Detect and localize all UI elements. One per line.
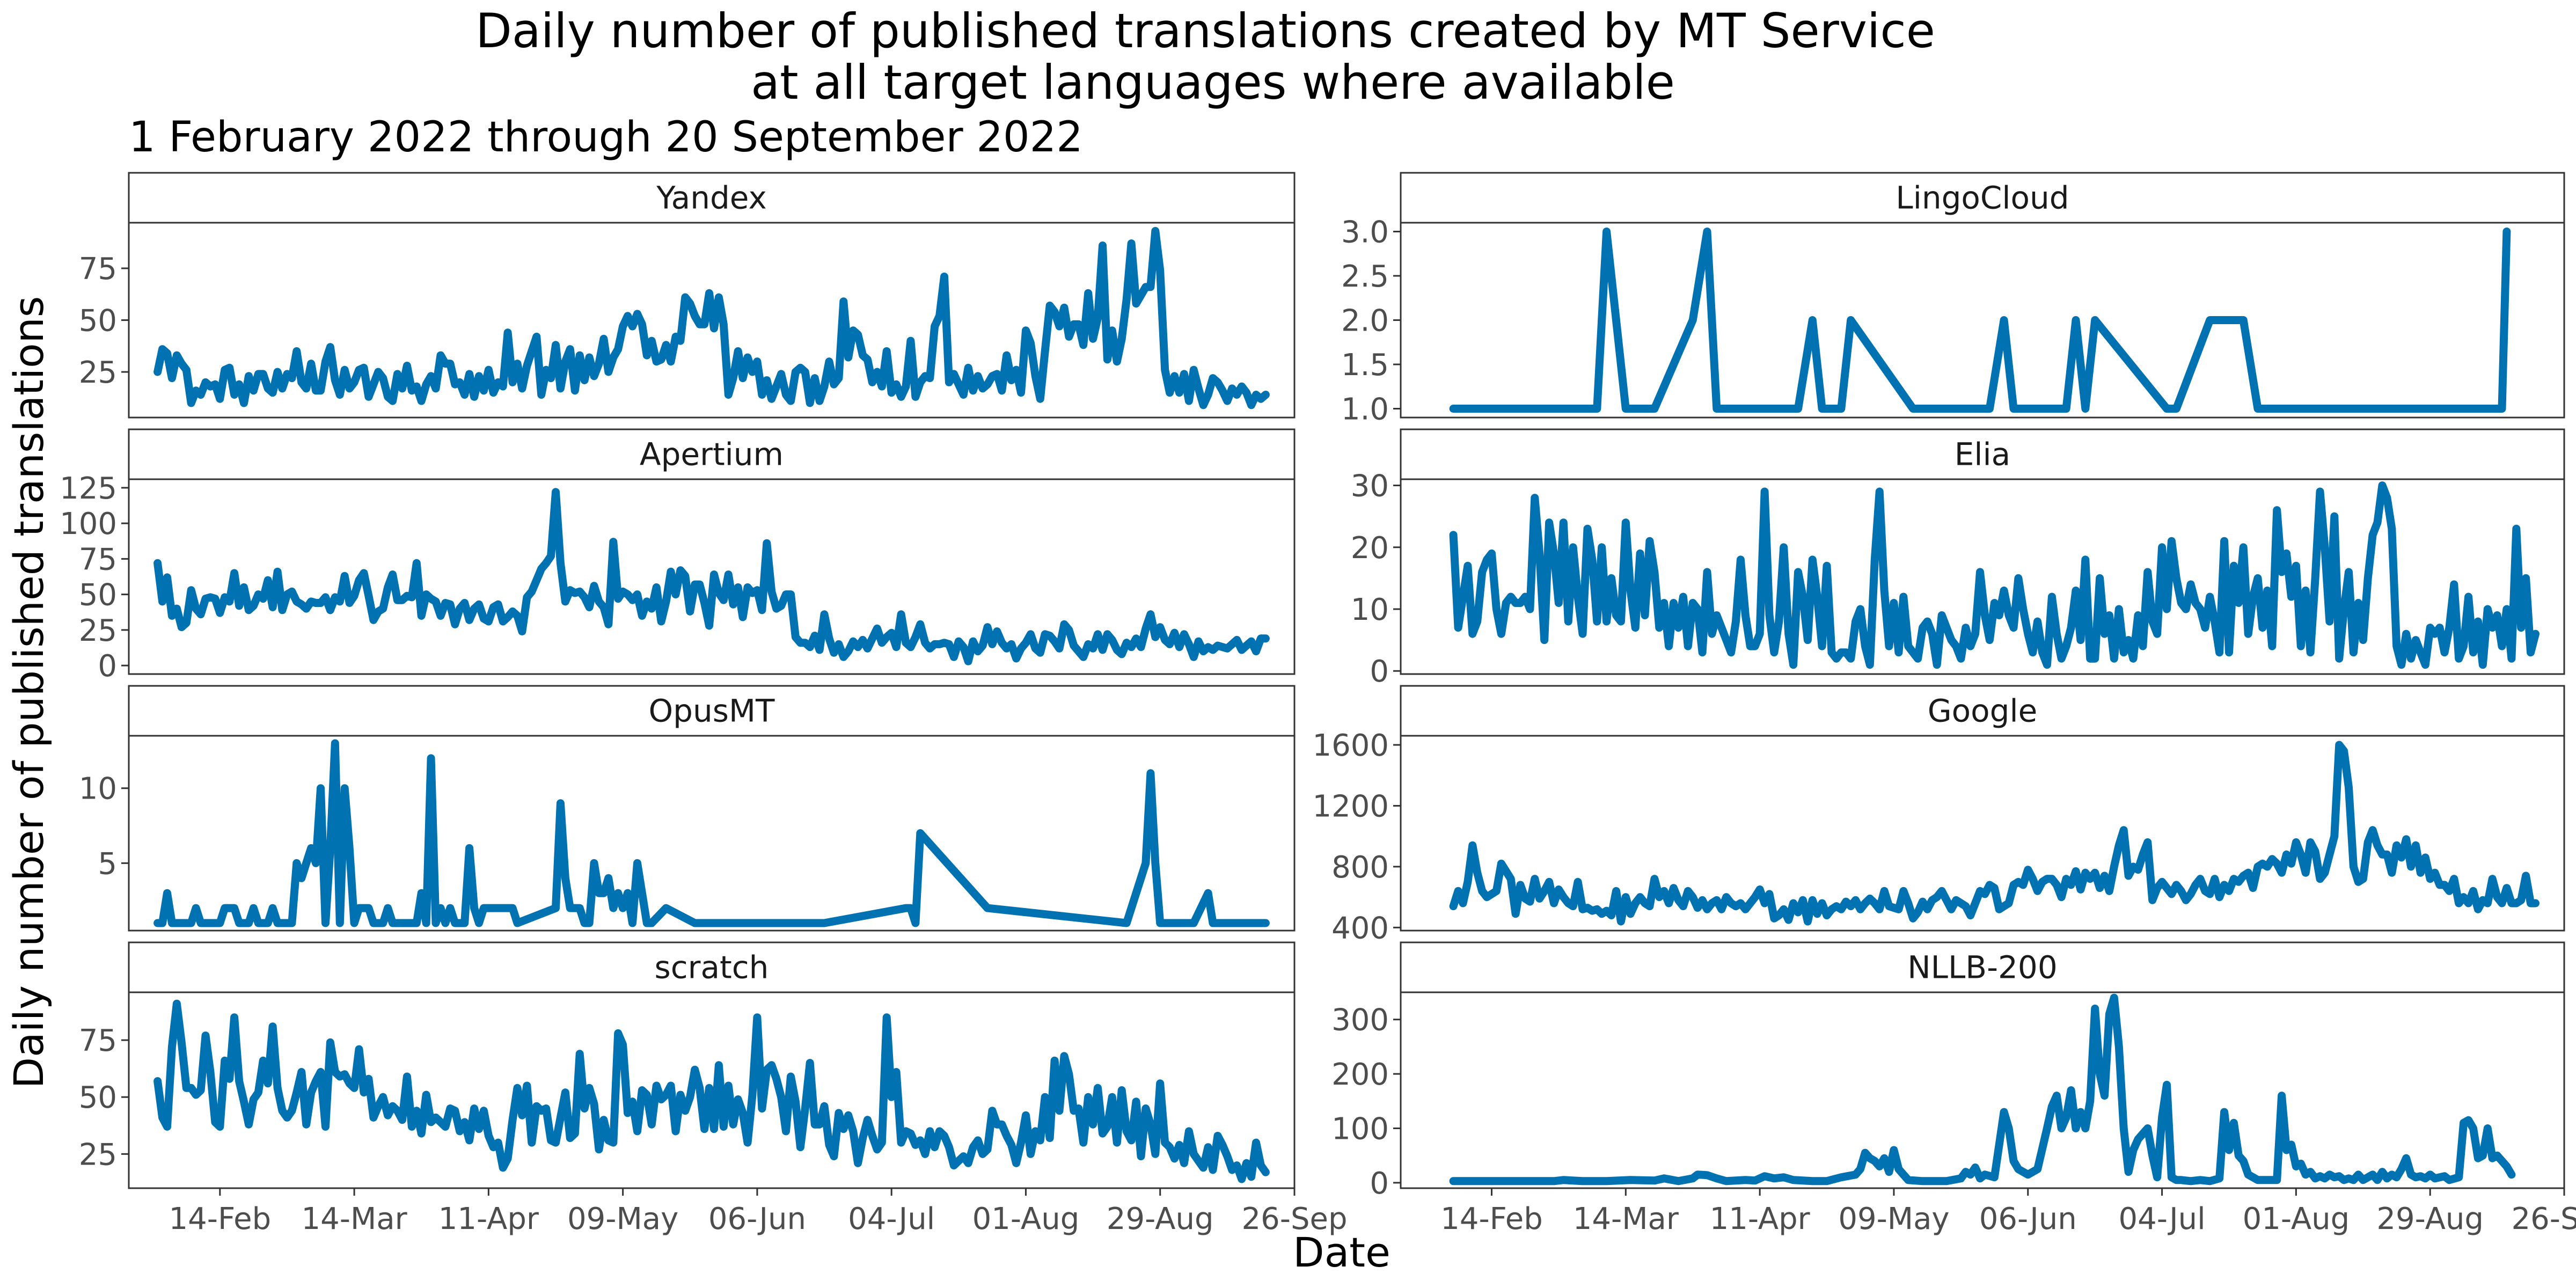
series-line-opusmt xyxy=(153,739,1270,927)
y-tick-label: 800 xyxy=(1331,850,1389,885)
y-tick-label: 0 xyxy=(1370,654,1389,689)
strip-opusmt xyxy=(128,685,1296,737)
y-tick-label: 20 xyxy=(1351,531,1389,566)
facet-panels: Yandex255075LingoCloud1.01.52.02.53.0Ape… xyxy=(60,172,2576,1236)
x-tick-label: 29-Aug xyxy=(2376,1202,2484,1236)
x-tick-label: 29-Aug xyxy=(1107,1202,1214,1236)
series-line-scratch xyxy=(153,999,1270,1183)
series-line-nllb-200 xyxy=(1449,993,2516,1185)
strip-label-scratch: scratch xyxy=(655,949,769,986)
chart-subtitle: 1 February 2022 through 20 September 202… xyxy=(129,113,1083,162)
plot-area-lingocloud xyxy=(1400,222,2565,419)
strip-yandex xyxy=(128,172,1296,224)
panel-opusmt: OpusMT 5 10 xyxy=(79,685,1296,932)
x-tick-label: 14-Feb xyxy=(1440,1202,1543,1236)
y-tick-label: 200 xyxy=(1331,1057,1389,1092)
x-tick-label: 04-Jul xyxy=(848,1202,935,1236)
plot-area-nllb-200 xyxy=(1400,991,2565,1189)
x-tick-label: 26-Sep xyxy=(2511,1202,2576,1236)
x-tick-label: 01-Aug xyxy=(2243,1202,2350,1236)
y-tick-label: 0 xyxy=(98,649,117,684)
x-tick-label: 04-Jul xyxy=(2118,1202,2205,1236)
strip-label-google: Google xyxy=(1928,693,2038,729)
y-axis-title: Daily number of published translations xyxy=(5,296,53,1089)
y-tick-label: 75 xyxy=(79,542,117,577)
y-tick-label: 0 xyxy=(1370,1166,1389,1201)
strip-google xyxy=(1400,685,2565,737)
y-tick-label: 100 xyxy=(1331,1111,1389,1146)
x-tick-label: 11-Apr xyxy=(1710,1202,1811,1236)
y-tick-label: 100 xyxy=(60,507,117,541)
strip-label-yandex: Yandex xyxy=(656,180,767,216)
x-tick-label: 09-May xyxy=(1838,1202,1949,1236)
panel-scratch: scratch 25 50 75 14-Feb 14-Mar 11-Apr 09-May 06-… xyxy=(79,941,1348,1236)
chart-title: Daily number of published translations c… xyxy=(475,3,1950,110)
series-line-lingocloud xyxy=(1449,228,2511,413)
y-tick-label: 300 xyxy=(1331,1003,1389,1038)
y-tick-label: 50 xyxy=(79,578,117,613)
y-tick-label: 10 xyxy=(1351,592,1389,627)
series-line-yandex xyxy=(153,226,1270,409)
y-tick-label: 2.0 xyxy=(1341,304,1389,339)
strip-label-nllb-200: NLLB-200 xyxy=(1907,949,2057,986)
strip-label-opusmt: OpusMT xyxy=(649,693,775,729)
x-tick-label: 09-May xyxy=(567,1202,678,1236)
series-line-apertium xyxy=(153,488,1270,665)
panel-nllb-200: NLLB-200 0 100 200 300 14-Feb 14-Mar 11-Apr 09-M… xyxy=(1331,941,2576,1236)
y-tick-label: 3.0 xyxy=(1341,215,1389,250)
y-tick-label: 10 xyxy=(79,772,117,807)
y-tick-label: 1.0 xyxy=(1341,392,1389,427)
y-tick-label: 400 xyxy=(1331,911,1389,946)
y-tick-label: 25 xyxy=(79,355,117,390)
y-tick-label: 75 xyxy=(79,1023,117,1058)
x-tick-label: 06-Jun xyxy=(708,1202,806,1236)
strip-label-apertium: Apertium xyxy=(640,436,784,473)
x-tick-label: 14-Mar xyxy=(302,1202,408,1236)
y-tick-label: 1.5 xyxy=(1341,348,1389,383)
y-tick-label: 50 xyxy=(79,304,117,339)
strip-scratch xyxy=(128,941,1296,993)
y-tick-label: 75 xyxy=(79,252,117,287)
chart-title-line-2: at all target languages where available xyxy=(751,55,1675,110)
x-tick-label: 06-Jun xyxy=(1979,1202,2077,1236)
chart-title-line-1: Daily number of published translations c… xyxy=(475,3,1935,58)
x-tick-label: 26-Sep xyxy=(1241,1202,1347,1236)
series-line-elia xyxy=(1449,481,2540,669)
strip-lingocloud xyxy=(1400,172,2565,224)
x-tick-label: 01-Aug xyxy=(972,1202,1080,1236)
y-tick-label: 125 xyxy=(60,471,117,506)
strip-label-elia: Elia xyxy=(1955,436,2010,473)
y-tick-label: 25 xyxy=(79,1137,117,1172)
y-tick-label: 1200 xyxy=(1312,789,1389,824)
panel-yandex: Yandex 25 50 75 xyxy=(79,172,1296,419)
panel-google: Google 400 800 1200 1600 xyxy=(1312,685,2565,946)
y-tick-label: 25 xyxy=(79,613,117,648)
y-tick-label: 2.5 xyxy=(1341,259,1389,294)
x-tick-label: 14-Feb xyxy=(169,1202,272,1236)
strip-label-lingocloud: LingoCloud xyxy=(1896,180,2069,216)
y-tick-label: 30 xyxy=(1351,469,1389,504)
y-tick-label: 50 xyxy=(79,1080,117,1115)
x-tick-label: 14-Mar xyxy=(1573,1202,1679,1236)
panel-elia: Elia 0 10 20 30 xyxy=(1351,428,2565,689)
x-axis-title: Date xyxy=(1293,1228,1391,1276)
series-line-google xyxy=(1449,741,2540,926)
plot-area-opusmt xyxy=(128,735,1296,932)
y-tick-label: 5 xyxy=(98,846,117,881)
panel-lingocloud: LingoCloud 1.0 1.5 2.0 2.5 3.0 xyxy=(1341,172,2565,427)
x-tick-label: 11-Apr xyxy=(438,1202,539,1236)
y-tick-label: 1600 xyxy=(1312,728,1389,763)
